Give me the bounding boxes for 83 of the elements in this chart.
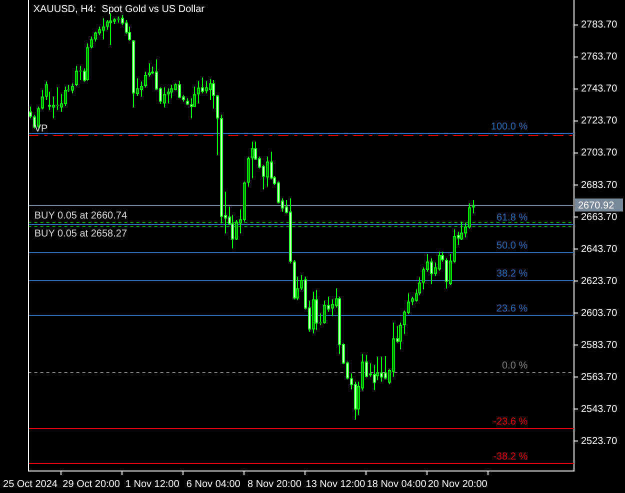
- candlestick: [64, 86, 67, 106]
- annotation: 50.0 %: [496, 240, 528, 252]
- annotation: 0.0 %: [502, 360, 528, 372]
- candlestick: [52, 96, 55, 119]
- ref-line-label: BUY 0.05 at 2658.27: [34, 228, 128, 240]
- ref-line-label: VP: [34, 123, 48, 134]
- x-tick-label: 20 Nov 20:00: [428, 478, 488, 490]
- candlestick: [60, 93, 63, 112]
- annotation: 100.0 %: [490, 121, 528, 132]
- candlestick: [472, 200, 475, 214]
- x-tick-label: 18 Nov 04:00: [366, 478, 427, 490]
- candlestick: [399, 322, 402, 350]
- candlestick: [140, 81, 143, 98]
- y-tick-label: 2563.70: [581, 372, 618, 383]
- x-tick-label: 13 Nov 12:00: [306, 478, 366, 490]
- x-tick-label: 29 Oct 20:00: [62, 478, 120, 490]
- candlestick: [216, 94, 219, 156]
- annotation: 61.8 %: [496, 212, 528, 224]
- candlestick: [71, 82, 74, 94]
- candlestick: [445, 258, 448, 289]
- y-tick-label: 2523.70: [581, 436, 618, 447]
- ref-line-label: 2670.92: [578, 200, 615, 212]
- ref-line-label: BUY 0.05 at 2660.74: [34, 210, 128, 222]
- x-tick-label: 8 Nov 20:00: [247, 478, 302, 490]
- candlestick: [315, 289, 318, 331]
- candlestick: [438, 251, 441, 272]
- y-tick-label: 2743.70: [581, 84, 618, 95]
- candlestick: [212, 80, 215, 109]
- candlestick: [430, 258, 433, 285]
- candlestick: [380, 356, 383, 382]
- candlestick: [167, 88, 170, 104]
- candlestick: [247, 156, 250, 188]
- candlestick: [178, 80, 181, 99]
- candlestick: [460, 221, 463, 241]
- candlestick: [56, 86, 59, 110]
- x-tick-label: 25 Oct 2024: [3, 478, 58, 490]
- candlestick: [220, 114, 223, 224]
- candlestick: [197, 80, 200, 104]
- candlestick: [75, 65, 78, 86]
- y-tick-label: 2763.70: [581, 52, 618, 63]
- candlestick: [102, 18, 105, 40]
- y-tick-label: 2583.70: [581, 340, 618, 351]
- candlestick: [312, 291, 315, 334]
- candlestick: [41, 89, 44, 110]
- candlestick: [354, 381, 357, 420]
- y-tick-label: 2603.70: [581, 308, 618, 319]
- candlestick: [384, 356, 387, 380]
- candlestick: [293, 260, 296, 300]
- candlestick: [190, 98, 193, 119]
- annotation: 23.6 %: [496, 303, 528, 314]
- y-tick-label: 2703.70: [581, 148, 618, 159]
- candlestick: [235, 220, 238, 241]
- candlestick: [251, 141, 254, 179]
- candlestick: [86, 42, 89, 82]
- y-tick-label: 2543.70: [581, 404, 618, 415]
- y-tick-label: 2723.70: [581, 116, 618, 127]
- y-tick-label: 2783.70: [581, 20, 618, 31]
- candlestick: [201, 77, 204, 94]
- annotation: -38.2 %: [493, 451, 528, 462]
- annotation: -23.6 %: [493, 416, 528, 428]
- x-tick-label: 6 Nov 04:00: [186, 478, 241, 490]
- y-tick-label: 2663.70: [581, 212, 618, 223]
- chart-title: XAUUSD, H4: Spot Gold vs US Dollar: [33, 4, 206, 15]
- candlestick: [289, 198, 292, 264]
- candlestick: [148, 62, 151, 78]
- candlestick: [205, 80, 208, 94]
- candlestick: [331, 298, 334, 317]
- candlestick: [209, 78, 212, 101]
- candlestick: [266, 156, 269, 188]
- y-tick-label: 2643.70: [581, 244, 618, 255]
- y-tick-label: 2683.70: [581, 180, 618, 191]
- y-tick-label: 2623.70: [581, 276, 618, 287]
- x-tick-label: 1 Nov 12:00: [125, 478, 180, 490]
- candlestick: [132, 40, 135, 108]
- candlestick: [90, 36, 93, 49]
- candlestick: [109, 12, 112, 46]
- candlestick: [144, 71, 147, 88]
- candlestick: [323, 300, 326, 324]
- candlestick: [94, 31, 97, 42]
- annotation: 38.2 %: [496, 268, 528, 280]
- candlestick: [29, 106, 32, 119]
- candlestick: [243, 181, 246, 222]
- candlestick: [163, 86, 166, 108]
